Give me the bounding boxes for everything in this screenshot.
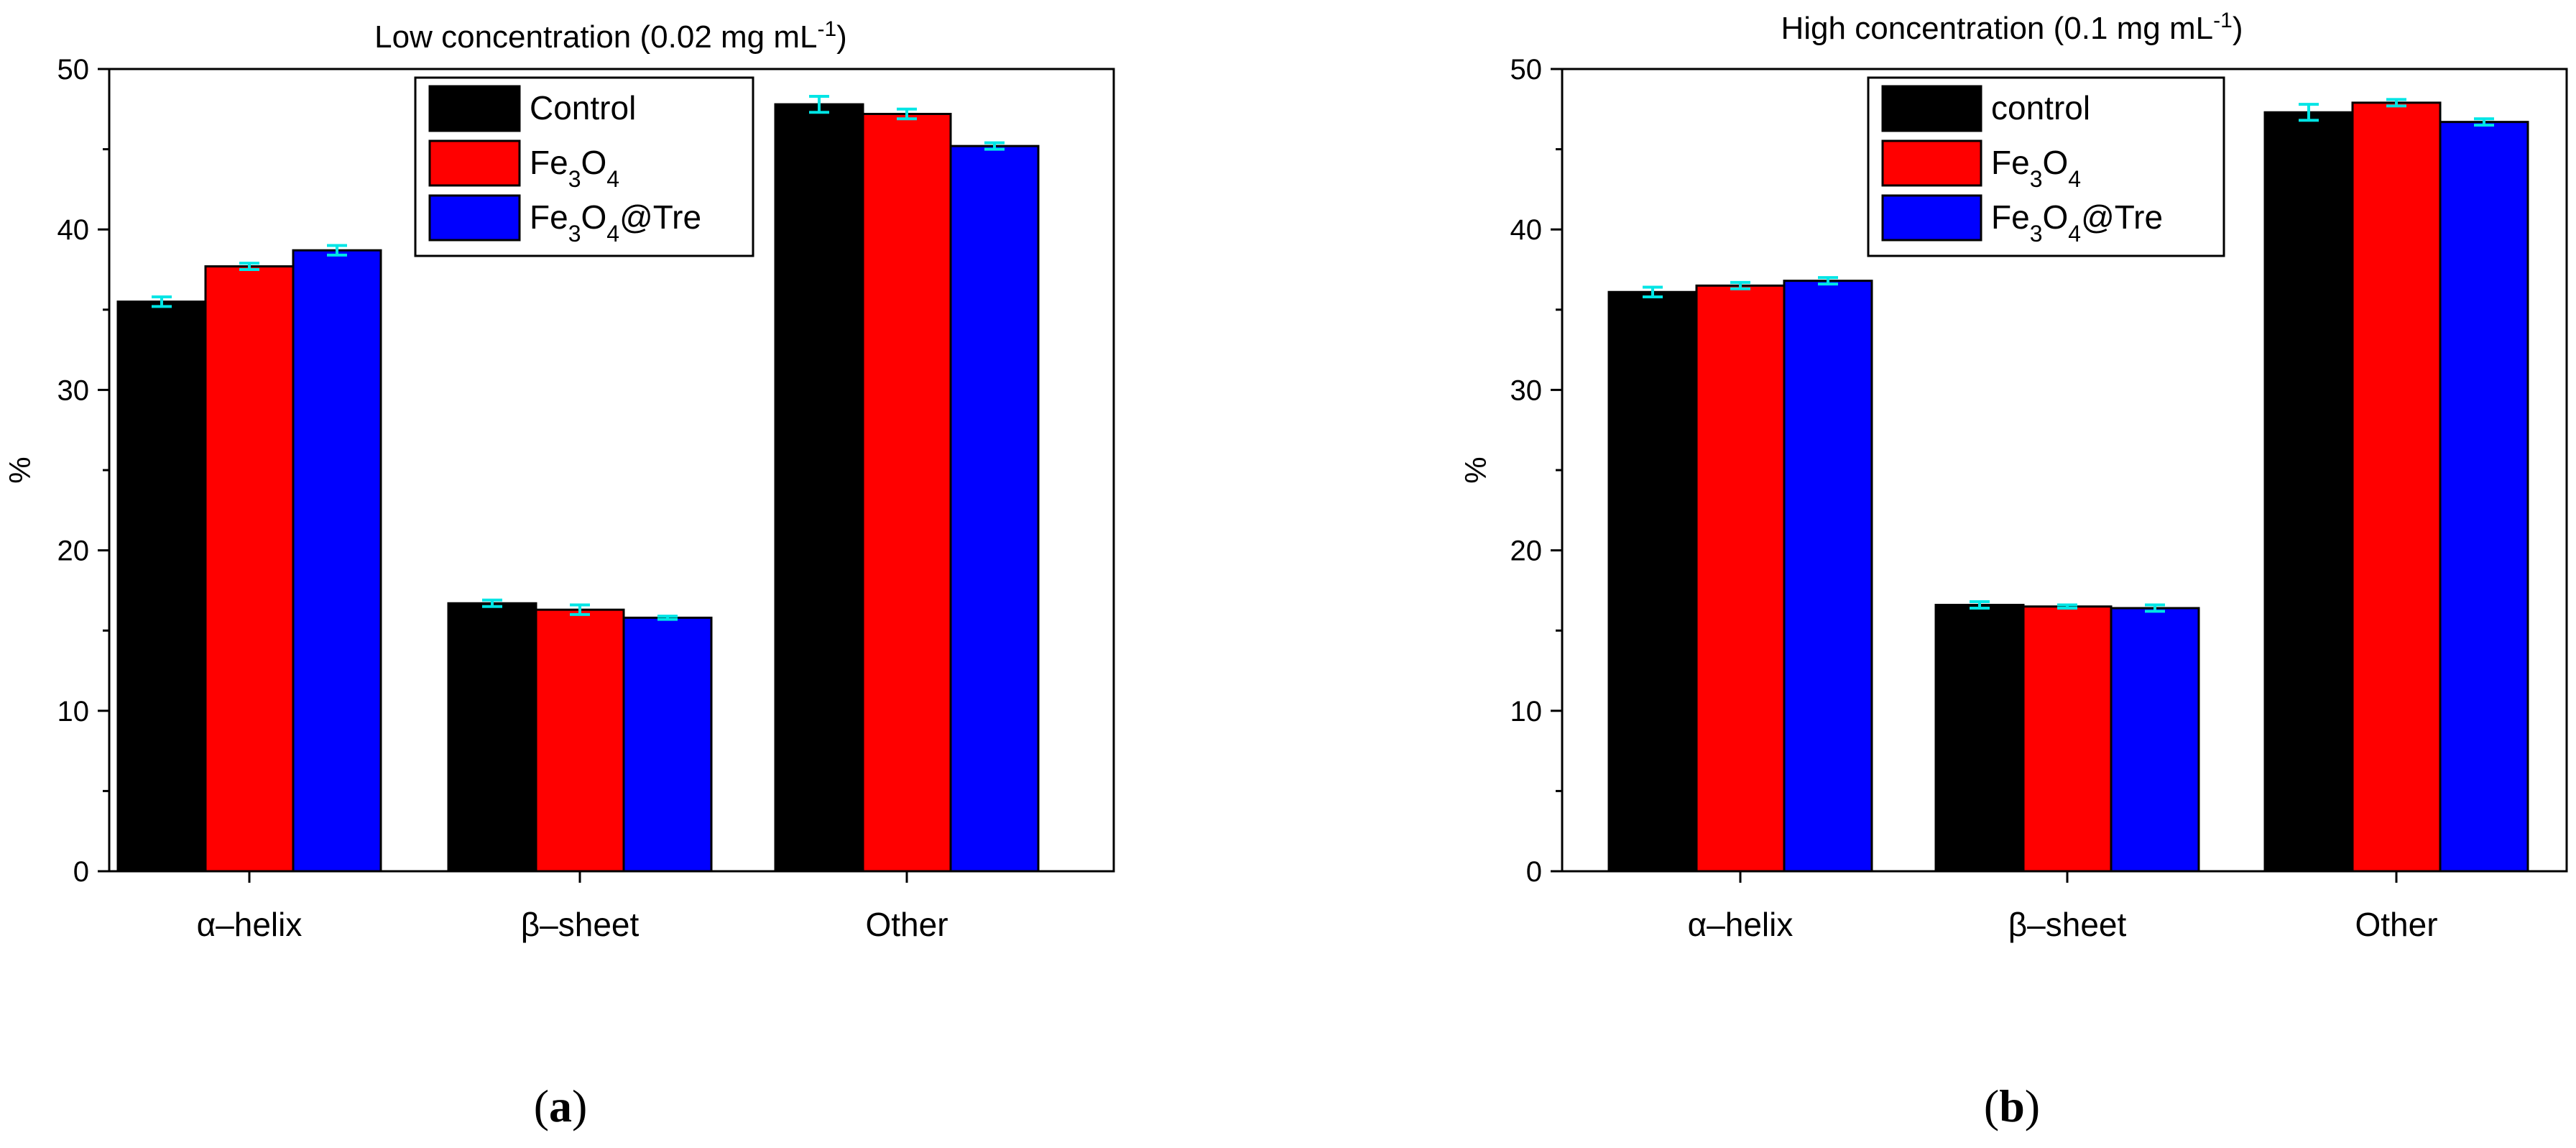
error-bar: [2386, 98, 2406, 108]
y-tick-label: 30: [1510, 375, 1543, 406]
bar-helix-1: [1607, 290, 1698, 873]
y-tick-label: 0: [73, 856, 89, 888]
bar-other-1: [2263, 111, 2354, 873]
error-bar: [657, 615, 678, 621]
chart-title: Low concentration (0.02 mg mL-1): [374, 17, 847, 55]
category-label: α–helix: [1688, 906, 1793, 943]
bar-helix-3: [292, 249, 382, 873]
y-tick-label: 20: [57, 536, 90, 567]
error-bar: [239, 262, 259, 271]
error-bar: [2474, 117, 2494, 127]
bar-sheet-2: [2022, 605, 2113, 873]
category-label: Other: [865, 906, 948, 943]
error-bar: [809, 94, 829, 114]
y-tick-label: 40: [1510, 214, 1543, 246]
legend-swatch: [1881, 85, 1982, 132]
bar-other-3: [2439, 121, 2529, 873]
y-tick-label: 50: [1510, 54, 1543, 86]
chart-title: High concentration (0.1 mg mL-1): [1781, 9, 2243, 47]
bar-other-2: [862, 112, 952, 873]
bar-other-2: [2351, 101, 2442, 873]
error-bar: [2057, 603, 2077, 610]
legend-swatch: [428, 194, 521, 242]
y-tick-label: 10: [57, 696, 90, 727]
y-tick-label: 50: [57, 54, 90, 86]
panel-label: (a): [534, 1080, 588, 1131]
y-tick-label: 20: [1510, 536, 1543, 567]
error-bar: [1970, 600, 1990, 610]
y-axis-label: %: [1459, 456, 1492, 483]
error-bar: [1643, 285, 1663, 298]
legend-label: Fe3O4: [1991, 144, 2081, 192]
error-bar: [2299, 103, 2319, 122]
category-label: Other: [2355, 906, 2437, 943]
error-bar: [1730, 280, 1750, 290]
y-tick-label: 10: [1510, 696, 1543, 727]
y-tick-label: 0: [1526, 856, 1542, 888]
y-tick-label: 40: [57, 214, 90, 246]
error-bar: [2145, 603, 2165, 613]
legend-label: Control: [530, 89, 636, 127]
legend-label: control: [1991, 89, 2090, 127]
legend-swatch: [428, 85, 521, 132]
y-tick-label: 30: [57, 375, 90, 406]
bar-other-1: [774, 103, 864, 873]
chart-panel-a: Low concentration (0.02 mg mL-1) α–helix β…: [3, 17, 1115, 1131]
bar-sheet-3: [622, 616, 713, 873]
bar-sheet-1: [447, 602, 537, 873]
legend-swatch: [428, 139, 521, 187]
panel-label: (b): [1984, 1080, 2040, 1131]
legend: Control Fe3O4 Fe3O4@Tre: [414, 76, 754, 257]
category-label: β–sheet: [2008, 906, 2127, 943]
error-bar: [570, 603, 590, 616]
bar-sheet-2: [535, 608, 625, 873]
legend-label: Fe3O4: [530, 144, 619, 192]
error-bar: [327, 244, 347, 257]
bar-sheet-1: [1934, 603, 2025, 873]
error-bar: [482, 598, 502, 608]
y-axis-label: %: [3, 456, 37, 483]
legend-label: Fe3O4@Tre: [1991, 198, 2163, 247]
bar-helix-2: [1695, 284, 1786, 873]
error-bar: [152, 295, 172, 308]
bar-sheet-3: [2110, 607, 2200, 873]
bar-helix-3: [1783, 280, 1873, 873]
category-label: β–sheet: [521, 906, 640, 943]
error-bar: [984, 141, 1005, 151]
legend-label: Fe3O4@Tre: [530, 198, 701, 247]
bar-helix-1: [116, 300, 207, 873]
legend-swatch: [1881, 194, 1982, 242]
category-label: α–helix: [197, 906, 303, 943]
bar-helix-2: [204, 265, 295, 873]
legend-swatch: [1881, 139, 1982, 187]
chart-panel-b: High concentration (0.1 mg mL-1) α–helix β…: [1459, 9, 2568, 1131]
error-bar: [1818, 276, 1838, 286]
error-bar: [897, 107, 917, 121]
legend: control Fe3O4 Fe3O4@Tre: [1867, 76, 2225, 257]
bar-other-3: [949, 144, 1040, 873]
